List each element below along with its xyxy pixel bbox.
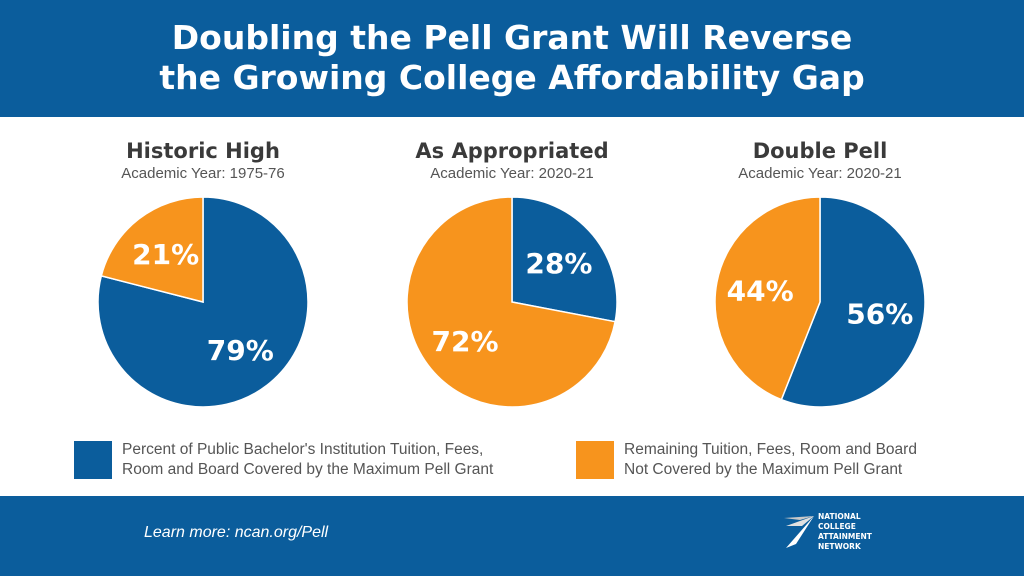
- header-banner: Doubling the Pell Grant Will Reverse the …: [0, 0, 1024, 117]
- title-line-2: the Growing College Affordability Gap: [159, 58, 865, 97]
- pie-slice: [97, 196, 309, 408]
- pie-subtitle: Academic Year: 2020-21: [430, 165, 594, 182]
- legend-text: Percent of Public Bachelor's Institution…: [122, 441, 494, 478]
- pie-slice: [714, 196, 821, 401]
- page-title: Doubling the Pell Grant Will Reverse the …: [0, 0, 1024, 98]
- pie-slice: [406, 196, 617, 408]
- pie-slice: [511, 196, 618, 323]
- legend-text: Remaining Tuition, Fees, Room and Board …: [624, 441, 917, 478]
- pie-data-label: 72%: [432, 325, 499, 358]
- pie-data-label: 44%: [727, 275, 794, 308]
- pie-slice: [100, 196, 204, 303]
- pie-slice: [780, 196, 926, 408]
- logo-text: NATIONAL COLLEGE ATTAINMENT NETWORK: [818, 512, 872, 551]
- pie-subtitle: Academic Year: 2020-21: [738, 165, 902, 182]
- pie-heading-double-pell: Double Pell Academic Year: 2020-21: [670, 138, 970, 184]
- pie-data-label: 79%: [207, 334, 274, 367]
- legend-item-not-covered: Remaining Tuition, Fees, Room and Board …: [576, 440, 917, 480]
- pie-heading-as-appropriated: As Appropriated Academic Year: 2020-21: [362, 138, 662, 184]
- pie-data-label: 21%: [132, 238, 199, 271]
- logo-chevron-icon: [784, 516, 814, 548]
- ncan-logo: NATIONAL COLLEGE ATTAINMENT NETWORK: [780, 512, 900, 558]
- legend-item-covered: Percent of Public Bachelor's Institution…: [74, 440, 493, 480]
- pie-title: Historic High: [126, 139, 280, 163]
- pie-title: Double Pell: [752, 139, 888, 163]
- pie-data-label: 28%: [525, 247, 592, 280]
- legend-swatch-blue: [74, 441, 112, 479]
- learn-more-link[interactable]: Learn more: ncan.org/Pell: [144, 524, 329, 541]
- title-line-1: Doubling the Pell Grant Will Reverse: [171, 18, 853, 57]
- footer-banner: Learn more: ncan.org/Pell NATIONAL COLLE…: [0, 496, 1024, 576]
- pie-subtitle: Academic Year: 1975-76: [121, 165, 285, 182]
- legend-swatch-orange: [576, 441, 614, 479]
- pie-heading-historic-high: Historic High Academic Year: 1975-76: [53, 138, 353, 184]
- pie-data-label: 56%: [846, 297, 913, 330]
- pie-title: As Appropriated: [415, 139, 609, 163]
